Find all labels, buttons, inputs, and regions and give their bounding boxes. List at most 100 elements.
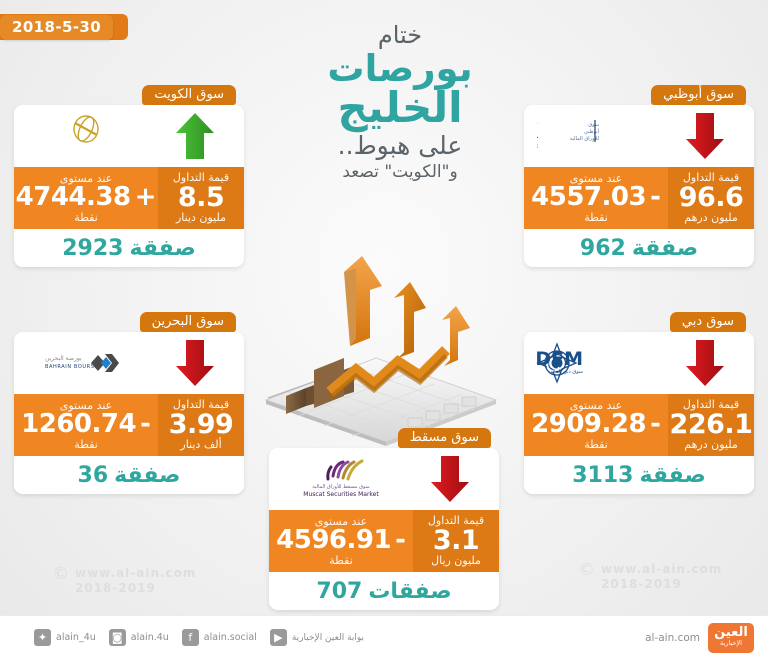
deals-count: 2923: [62, 235, 124, 261]
card-body: قيمة التداول 96.6 مليون درهم عند مستوى -…: [524, 167, 754, 229]
market-card-muscat: سوق مسقط سوق مسقط للأوراق المالية Muscat…: [269, 428, 499, 610]
al-ain-logo[interactable]: العين الإخبارية: [708, 622, 754, 653]
svg-text:بورصة البحرين: بورصة البحرين: [45, 355, 82, 362]
svg-text:Muscat Securities Market: Muscat Securities Market: [303, 491, 379, 498]
social-link-facebook[interactable]: f alain.social: [181, 629, 257, 646]
trade-value-unit: مليون درهم: [684, 438, 738, 452]
deals-count: 36: [77, 462, 109, 488]
index-level-label: عند مستوى: [314, 514, 368, 528]
trend-arrow: [152, 113, 238, 159]
trade-value-label: قيمة التداول: [682, 398, 740, 412]
market-tab-label: سوق الكويت: [142, 85, 236, 105]
trade-value-label: قيمة التداول: [172, 171, 230, 185]
muscat-securities-market-logo-icon: سوق مسقط للأوراق المالية Muscat Securiti…: [303, 459, 379, 498]
change-sign: -: [650, 182, 661, 213]
social-link-twitter[interactable]: ✦ alain_4u: [34, 629, 96, 646]
trade-value: 3.1: [432, 524, 480, 556]
index-level-label: عند مستوى: [569, 171, 623, 185]
trade-value: 226.1: [669, 408, 753, 440]
index-level-value: 2909.28: [531, 409, 647, 440]
deals-row: صفقة 36: [14, 456, 244, 494]
arrow-medium-up: [394, 282, 426, 358]
card-header: DFM سوق دبي المالي: [524, 332, 754, 394]
exchange-logo: سوق مسقط للأوراق المالية Muscat Securiti…: [275, 457, 407, 501]
headline-subtitle-2: و"الكويت" تصعد: [342, 162, 458, 183]
index-level-value: 4596.91: [276, 525, 392, 556]
trade-value-block: قيمة التداول 3.99 ألف دينار: [158, 394, 244, 456]
arrow-large-up: [344, 256, 382, 346]
trend-arrow: [662, 113, 748, 159]
trade-value-label: قيمة التداول: [427, 514, 485, 528]
card-body: قيمة التداول 3.1 مليون ريال عند مستوى - …: [269, 510, 499, 572]
arrow-small-up: [442, 306, 470, 366]
logo-main-text: العين: [714, 625, 748, 641]
trade-value-label: قيمة التداول: [682, 171, 740, 185]
growth-arrows-illustration: [258, 250, 502, 446]
svg-text:سوق: سوق: [588, 122, 599, 128]
svg-text:سوق مسقط للأوراق المالية: سوق مسقط للأوراق المالية: [312, 483, 369, 490]
index-level-block: عند مستوى - 4596.91 نقطة: [269, 510, 413, 572]
svg-text:ABU DHABI SECURITIES EXCHANGE: ABU DHABI SECURITIES EXCHANGE: [537, 144, 539, 150]
card-body: قيمة التداول 226.1 مليون درهم عند مستوى …: [524, 394, 754, 456]
trade-value-block: قيمة التداول 3.1 مليون ريال: [413, 510, 499, 572]
footer-brand: al-ain.com العين الإخبارية: [645, 622, 754, 653]
deals-row: صفقة 962: [524, 229, 754, 267]
change-sign: -: [395, 525, 406, 556]
watermark-url: www.al-ain.com: [601, 562, 723, 576]
svg-text:سوق دبي المالي: سوق دبي المالي: [548, 369, 583, 375]
copyright-symbol: ©: [52, 564, 70, 584]
index-level-unit: نقطة: [74, 210, 98, 224]
boursa-kuwait-logo-icon: [73, 115, 99, 143]
trade-value-unit: مليون ريال: [431, 554, 481, 568]
trade-value: 96.6: [678, 181, 744, 213]
headline-line-1: بورصات: [327, 46, 473, 90]
index-level-unit: نقطة: [74, 437, 98, 451]
exchange-logo: بورصة البحرين BAHRAIN BOURSE: [20, 343, 152, 383]
dfm-logo-icon: DFM سوق دبي المالي: [535, 342, 583, 384]
arrow-down-icon: [686, 113, 724, 159]
arrow-up-icon: [176, 113, 214, 159]
market-card-dubai: سوق دبي DFM سوق دبي المالي قيمة التداول …: [524, 312, 754, 494]
trade-value-block: قيمة التداول 226.1 مليون درهم: [668, 394, 754, 456]
index-level-unit: نقطة: [584, 437, 608, 451]
deals-count: 707: [316, 578, 363, 604]
index-level-label: عند مستوى: [569, 398, 623, 412]
zigzag-line: [326, 346, 450, 400]
index-level-unit: نقطة: [329, 553, 353, 567]
watermark-right: © www.al-ain.com 2018-2019: [578, 562, 722, 592]
card-body: قيمة التداول 8.5 مليون دينار عند مستوى +…: [14, 167, 244, 229]
watermark-years: 2018-2019: [601, 577, 682, 591]
index-level-value: 4557.03: [531, 182, 647, 213]
market-tab-label: سوق البحرين: [139, 312, 236, 332]
watermark-years: 2018-2019: [75, 581, 156, 595]
index-level-block: عند مستوى - 4557.03 نقطة: [524, 167, 668, 229]
copyright-symbol: ©: [578, 560, 596, 580]
change-sign: -: [140, 409, 151, 440]
headline-line-2: الخليج: [337, 83, 464, 133]
footer-bar: ✦ alain_4u ◙ alain.4u f alain.social ▶ بواب…: [0, 615, 768, 659]
social-link-youtube[interactable]: ▶ بوابة العين الإخبارية: [269, 629, 364, 646]
index-level-block: عند مستوى + 4744.38 نقطة: [14, 167, 158, 229]
watermark-left: © www.al-ain.com 2018-2019: [52, 566, 196, 596]
youtube-icon: ▶: [269, 629, 287, 646]
market-card-kuwait: سوق الكويت قيمة التداول 8.5 مليون دينار …: [14, 85, 244, 267]
trend-arrow: [407, 456, 493, 502]
arrow-down-icon: [686, 340, 724, 386]
social-link-instagram[interactable]: ◙ alain.4u: [108, 629, 169, 646]
instagram-icon: ◙: [108, 629, 126, 646]
watermark-url: www.al-ain.com: [75, 566, 197, 580]
card-header: سوق مسقط للأوراق المالية Muscat Securiti…: [269, 448, 499, 510]
twitter-icon: ✦: [34, 629, 51, 646]
headline-subtitle-1: على هبوط..: [337, 131, 463, 161]
card-header: [14, 105, 244, 167]
svg-text:DFM: DFM: [535, 348, 583, 370]
trade-value-label: قيمة التداول: [172, 398, 230, 412]
deals-word: صفقة: [631, 235, 699, 261]
exchange-logo: [20, 113, 152, 159]
deals-word: صفقات: [368, 578, 452, 604]
trade-value: 8.5: [177, 181, 225, 213]
svg-text:ADX: ADX: [537, 119, 539, 143]
